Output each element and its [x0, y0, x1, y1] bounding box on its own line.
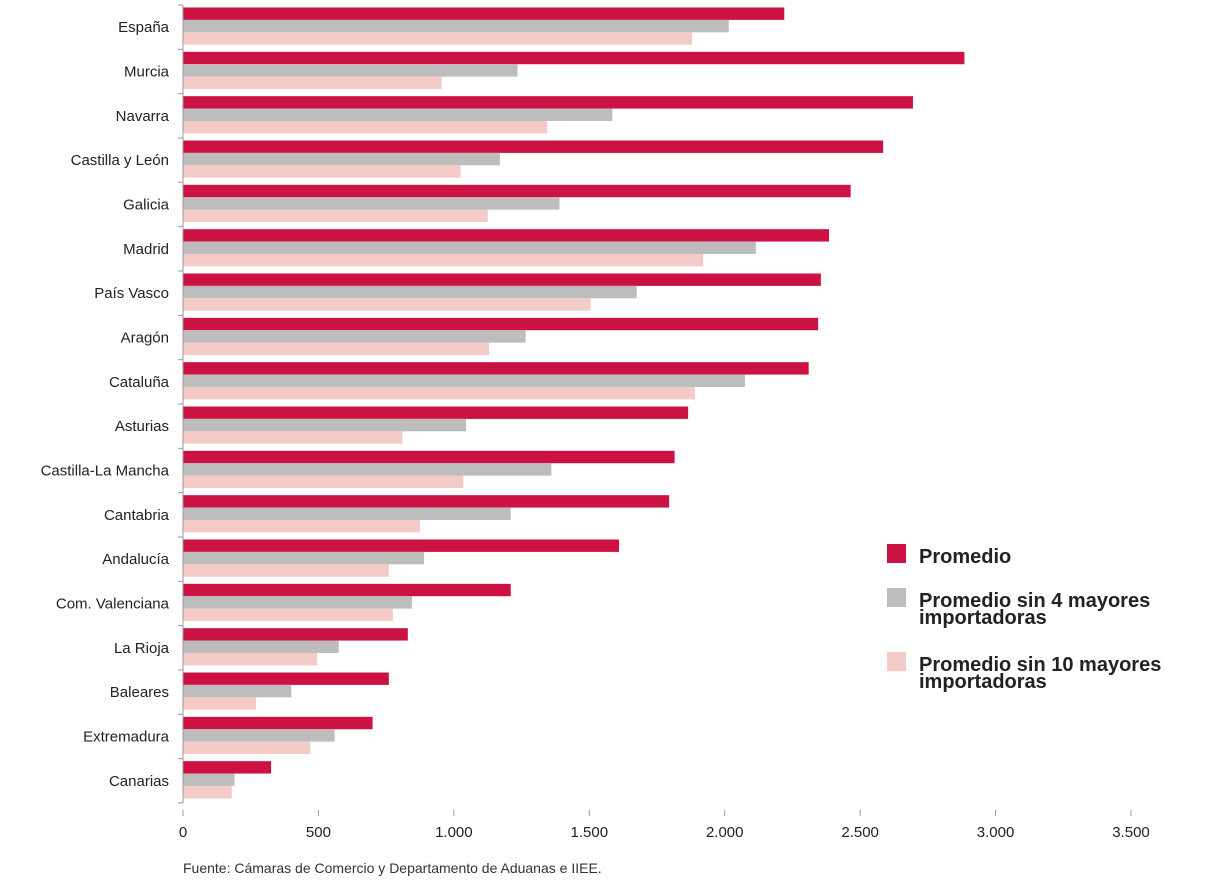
legend-swatch-2 [887, 588, 906, 607]
category-label: La Rioja [114, 640, 170, 657]
category-label: Asturias [115, 418, 169, 435]
category-label: Castilla-La Mancha [41, 463, 170, 480]
bar-series-1-16 [183, 672, 389, 685]
bar-series-1-7 [183, 273, 821, 286]
category-label: Cantabria [104, 507, 170, 524]
axes-group [178, 4, 184, 804]
bar-series-3-12 [183, 519, 420, 533]
bar-series-3-13 [183, 564, 389, 577]
category-label: Castilla y León [71, 152, 169, 169]
bar-series-2-15 [183, 640, 339, 653]
bar-series-1-5 [183, 184, 851, 198]
category-label: Navarra [116, 108, 170, 125]
category-labels-group: España Murcia Navarra Castilla y León Galici… [41, 19, 170, 790]
bar-series-3-5 [183, 209, 488, 223]
bar-series-3-7 [183, 298, 591, 311]
x-tick-label: 0 [179, 824, 187, 841]
x-tick-label: 2.500 [841, 824, 879, 841]
category-label: Cataluña [109, 374, 170, 391]
bar-series-2-4 [183, 152, 500, 166]
bar-series-1-17 [183, 716, 373, 730]
legend-label-1: Promedio [919, 546, 1011, 568]
legend-swatch-3 [887, 652, 906, 671]
bar-series-2-13 [183, 551, 425, 565]
bar-series-3-10 [183, 431, 403, 444]
bar-series-3-2 [183, 76, 442, 90]
bar-series-2-10 [183, 418, 467, 432]
category-label: Madrid [123, 241, 169, 258]
bar-series-1-8 [183, 317, 819, 331]
category-label: Baleares [110, 684, 169, 701]
category-label: Galicia [123, 197, 170, 214]
source-note: Fuente: Cámaras de Comercio y Departamen… [183, 860, 602, 876]
bar-series-1-1 [183, 7, 785, 20]
bar-series-1-13 [183, 539, 620, 552]
bar-series-1-6 [183, 229, 829, 242]
category-label: Com. Valenciana [56, 596, 170, 613]
bar-series-1-15 [183, 628, 408, 641]
bar-series-3-3 [183, 120, 548, 134]
bar-series-3-17 [183, 741, 311, 755]
bar-series-3-1 [183, 32, 693, 45]
x-tick-label: 2.000 [706, 824, 744, 841]
bar-series-2-16 [183, 684, 292, 698]
bar-series-2-6 [183, 241, 756, 254]
category-label: Canarias [109, 773, 169, 790]
bar-series-2-8 [183, 330, 526, 343]
bar-series-2-11 [183, 463, 552, 476]
legend-label-3: Promedio sin 10 mayores [919, 654, 1161, 676]
x-tick-label: 3.500 [1112, 824, 1150, 841]
bar-series-3-6 [183, 253, 704, 267]
category-label: Extremadura [83, 729, 170, 746]
bar-series-3-9 [183, 386, 695, 400]
legend-label-2: importadoras [919, 607, 1047, 629]
bar-series-1-9 [183, 362, 809, 375]
bar-series-3-8 [183, 342, 490, 356]
bar-series-2-5 [183, 197, 560, 210]
bar-series-3-16 [183, 697, 257, 710]
legend-label-2: Promedio sin 4 mayores [919, 590, 1150, 612]
legend-swatch-1 [887, 544, 906, 563]
category-label: Andalucía [102, 551, 169, 568]
bar-series-2-18 [183, 773, 235, 786]
bar-series-1-12 [183, 495, 670, 508]
bar-series-2-17 [183, 729, 335, 742]
bar-series-1-4 [183, 140, 884, 153]
category-label: País Vasco [94, 285, 169, 302]
x-tick-label: 3.000 [977, 824, 1015, 841]
x-tick-label: 1.500 [571, 824, 609, 841]
bar-series-3-15 [183, 652, 318, 666]
bar-series-2-7 [183, 285, 637, 299]
bar-series-1-11 [183, 450, 675, 464]
category-label: España [118, 19, 170, 36]
bar-series-2-2 [183, 64, 518, 77]
bar-series-3-4 [183, 165, 461, 178]
bars-group [183, 7, 965, 799]
bar-series-2-3 [183, 108, 613, 121]
bar-series-2-14 [183, 596, 412, 609]
bar-series-2-9 [183, 374, 746, 387]
bar-series-1-14 [183, 583, 511, 597]
x-ticks-group: 0 500 1.000 1.500 2.000 2.500 3.000 3.500 [179, 810, 1150, 841]
x-tick-label: 500 [306, 824, 331, 841]
x-tick-label: 1.000 [435, 824, 473, 841]
bar-series-1-2 [183, 51, 965, 65]
bar-series-1-10 [183, 406, 689, 419]
bar-series-1-18 [183, 761, 272, 774]
bar-series-2-12 [183, 507, 511, 520]
category-label: Aragón [121, 330, 169, 347]
legend-label-3: importadoras [919, 671, 1047, 693]
bar-series-2-1 [183, 19, 729, 33]
bar-series-1-3 [183, 96, 913, 109]
bar-series-3-14 [183, 608, 393, 622]
bar-series-3-11 [183, 475, 464, 489]
category-label: Murcia [124, 64, 170, 81]
bar-series-3-18 [183, 785, 232, 799]
